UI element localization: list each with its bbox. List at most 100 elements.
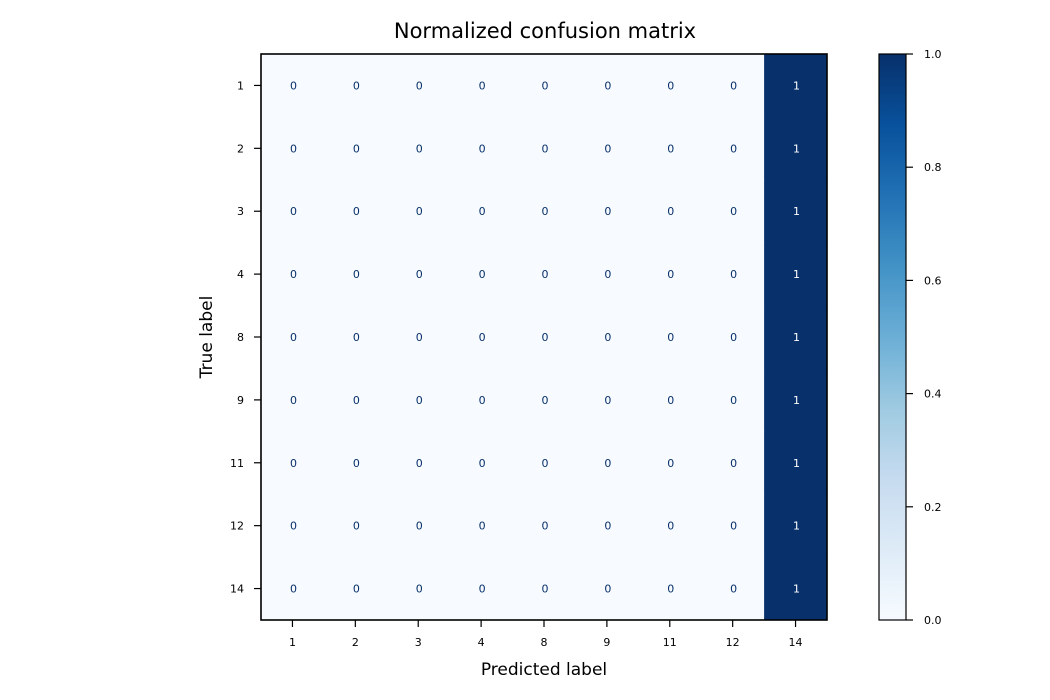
heatmap-cell [575, 305, 639, 369]
cell-value-label: 0 [479, 394, 486, 407]
heatmap-cell [512, 431, 576, 495]
heatmap-cell [575, 431, 639, 495]
cell-value-label: 0 [667, 394, 674, 407]
heatmap-cell [261, 368, 325, 432]
heatmap-cell [701, 305, 765, 369]
heatmap-cell [449, 179, 514, 244]
cell-value-label: 0 [416, 142, 423, 155]
cell-value-label: 0 [479, 142, 486, 155]
heatmap-cell [386, 368, 451, 432]
heatmap-cell [261, 305, 325, 369]
heatmap-cells [261, 54, 828, 621]
colorbar-ticks: 0.0 0.2 0.4 0.6 0.8 1.0 [906, 48, 942, 627]
cell-value-label: 0 [542, 331, 549, 344]
x-tick-label: 11 [663, 636, 677, 649]
cell-value-label: 1 [793, 583, 800, 596]
heatmap-cell [512, 494, 576, 558]
heatmap-cell [512, 557, 576, 621]
heatmap-cell [575, 494, 639, 558]
cell-value-label: 0 [667, 142, 674, 155]
cell-value-label: 0 [290, 205, 297, 218]
heatmap-cell [764, 494, 828, 558]
cell-value-label: 0 [730, 268, 737, 281]
heatmap-cell [575, 368, 639, 432]
cell-value-label: 0 [730, 520, 737, 533]
heatmap-cell [701, 431, 765, 495]
cell-value-label: 1 [793, 268, 800, 281]
heatmap-cell [323, 54, 388, 118]
heatmap-cell [512, 116, 576, 181]
y-axis-label: True label [197, 296, 217, 380]
x-axis-label: Predicted label [481, 660, 607, 680]
heatmap-cell [261, 179, 325, 244]
heatmap-cell [764, 116, 828, 181]
heatmap-cell [386, 242, 451, 307]
heatmap-cell [449, 54, 514, 118]
heatmap-cell [638, 116, 702, 181]
y-tick-label: 14 [230, 583, 244, 596]
cell-value-label: 0 [290, 394, 297, 407]
cell-value-label: 0 [542, 583, 549, 596]
cell-value-label: 0 [730, 79, 737, 92]
colorbar-tick-label: 0.8 [924, 161, 942, 174]
cell-value-label: 0 [353, 331, 360, 344]
y-tick-label: 2 [237, 142, 244, 155]
cell-value-label: 0 [416, 205, 423, 218]
heatmap-cell [449, 557, 514, 621]
heatmap-cell [764, 54, 828, 118]
heatmap-cell [512, 368, 576, 432]
heatmap-cell [323, 116, 388, 181]
cell-value-label: 0 [416, 457, 423, 470]
heatmap-cell [449, 431, 514, 495]
heatmap-cell [575, 242, 639, 307]
heatmap-cell [638, 557, 702, 621]
cell-value-label: 1 [793, 205, 800, 218]
cell-value-label: 1 [793, 79, 800, 92]
cell-value-label: 0 [667, 520, 674, 533]
heatmap-cell [449, 242, 514, 307]
heatmap-cell [261, 242, 325, 307]
heatmap-cell [386, 305, 451, 369]
cell-value-label: 0 [416, 79, 423, 92]
cell-value-label: 0 [542, 79, 549, 92]
heatmap-cell [512, 242, 576, 307]
cell-value-label: 0 [604, 457, 611, 470]
colorbar [879, 54, 906, 620]
cell-value-label: 0 [542, 457, 549, 470]
cell-value-label: 0 [353, 268, 360, 281]
heatmap-cell [386, 179, 451, 244]
heatmap-cell [449, 305, 514, 369]
cell-value-label: 0 [479, 205, 486, 218]
heatmap-cell [575, 116, 639, 181]
colorbar-tick-label: 0.0 [924, 614, 942, 627]
cell-value-label: 0 [604, 205, 611, 218]
cell-value-label: 0 [290, 268, 297, 281]
cell-value-label: 0 [353, 79, 360, 92]
cell-value-label: 0 [479, 268, 486, 281]
cell-value-label: 0 [604, 520, 611, 533]
heatmap-cell [323, 494, 388, 558]
colorbar-tick-label: 1.0 [924, 48, 942, 61]
cell-value-label: 1 [793, 142, 800, 155]
cell-value-label: 1 [793, 520, 800, 533]
heatmap-cell [764, 305, 828, 369]
heatmap-cell [575, 54, 639, 118]
heatmap-cell [701, 54, 765, 118]
y-tick-label: 1 [237, 79, 244, 92]
cell-value-label: 0 [353, 205, 360, 218]
cell-value-label: 0 [479, 457, 486, 470]
cell-value-label: 0 [353, 520, 360, 533]
heatmap-cell [764, 179, 828, 244]
x-tick-label: 14 [789, 636, 803, 649]
heatmap-cell [386, 557, 451, 621]
heatmap-cell [764, 368, 828, 432]
cell-value-label: 0 [542, 520, 549, 533]
cell-value-label: 0 [353, 457, 360, 470]
cell-value-label: 0 [353, 394, 360, 407]
x-tick-label: 4 [478, 636, 485, 649]
cell-value-label: 0 [479, 331, 486, 344]
y-tick-label: 8 [237, 331, 244, 344]
heatmap-cell [701, 179, 765, 244]
cell-value-label: 0 [667, 268, 674, 281]
